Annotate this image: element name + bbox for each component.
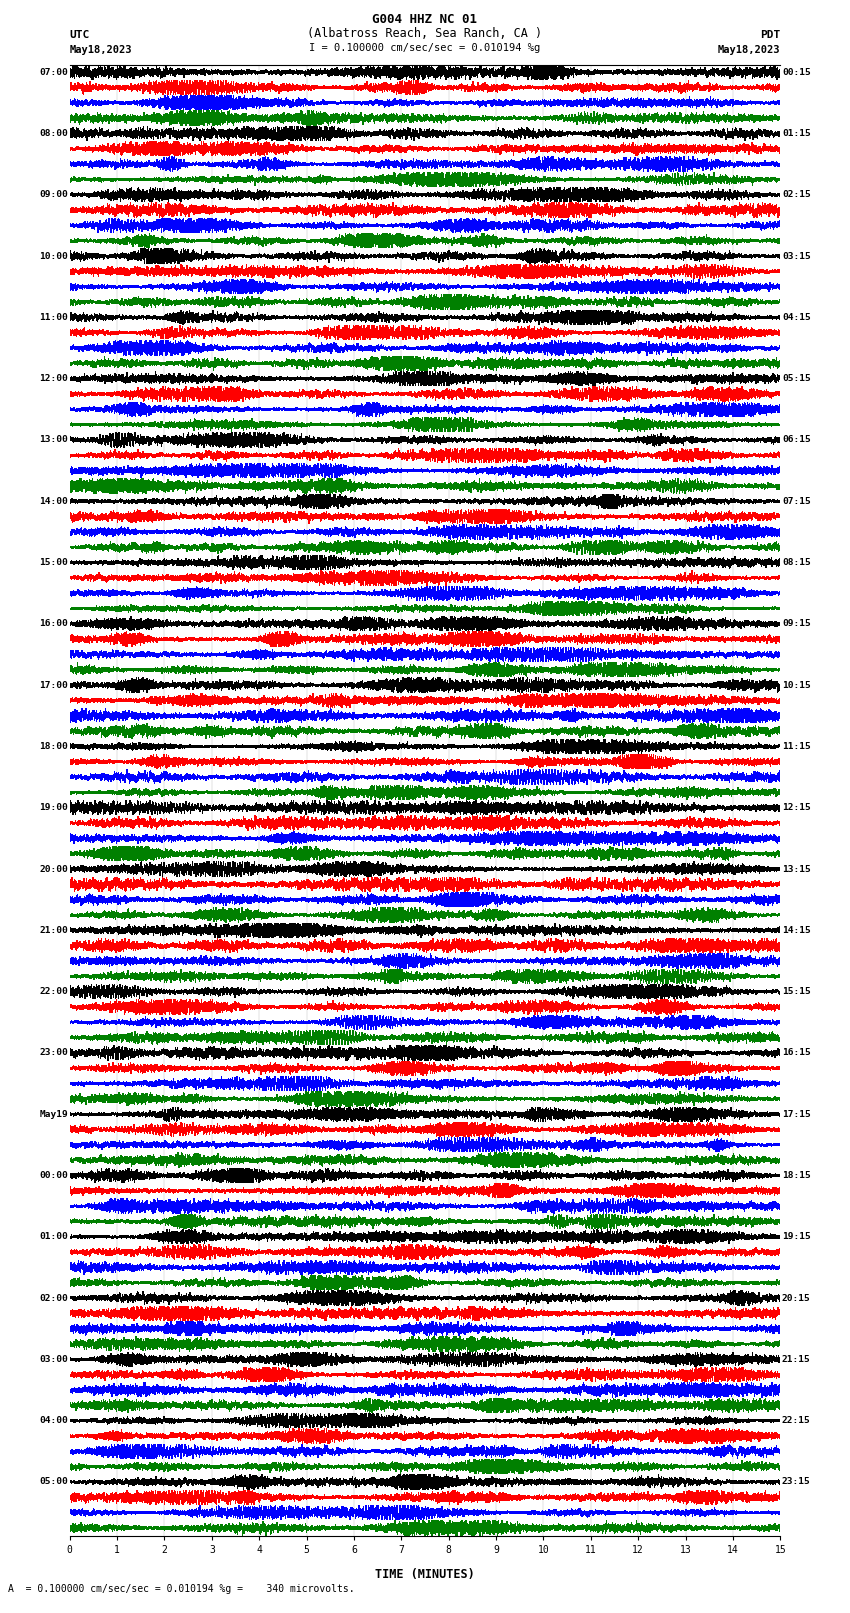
Text: 00:15: 00:15: [782, 68, 811, 77]
Text: 21:00: 21:00: [39, 926, 68, 936]
Text: 03:00: 03:00: [39, 1355, 68, 1365]
Text: 17:00: 17:00: [39, 681, 68, 690]
Text: 22:15: 22:15: [782, 1416, 811, 1426]
Text: 11:00: 11:00: [39, 313, 68, 323]
Text: 08:00: 08:00: [39, 129, 68, 139]
Text: 03:15: 03:15: [782, 252, 811, 261]
Text: 13:00: 13:00: [39, 436, 68, 445]
Text: 06:15: 06:15: [782, 436, 811, 445]
Text: 17:15: 17:15: [782, 1110, 811, 1119]
Text: 20:00: 20:00: [39, 865, 68, 874]
Text: 14:00: 14:00: [39, 497, 68, 506]
Text: 15:00: 15:00: [39, 558, 68, 568]
Text: 22:00: 22:00: [39, 987, 68, 997]
Text: 04:00: 04:00: [39, 1416, 68, 1426]
Text: 02:00: 02:00: [39, 1294, 68, 1303]
Text: May18,2023: May18,2023: [717, 45, 780, 55]
Text: 20:15: 20:15: [782, 1294, 811, 1303]
Text: 12:15: 12:15: [782, 803, 811, 813]
Text: 07:00: 07:00: [39, 68, 68, 77]
Text: 08:15: 08:15: [782, 558, 811, 568]
Text: 04:15: 04:15: [782, 313, 811, 323]
Text: I = 0.100000 cm/sec/sec = 0.010194 %g: I = 0.100000 cm/sec/sec = 0.010194 %g: [309, 44, 541, 53]
Text: 05:00: 05:00: [39, 1478, 68, 1487]
Text: 09:15: 09:15: [782, 619, 811, 629]
Text: 19:15: 19:15: [782, 1232, 811, 1242]
Text: 15:15: 15:15: [782, 987, 811, 997]
Text: 02:15: 02:15: [782, 190, 811, 200]
Text: 18:15: 18:15: [782, 1171, 811, 1181]
Text: TIME (MINUTES): TIME (MINUTES): [375, 1568, 475, 1581]
Text: 09:00: 09:00: [39, 190, 68, 200]
Text: 00:00: 00:00: [39, 1171, 68, 1181]
Text: PDT: PDT: [760, 31, 780, 40]
Text: 10:00: 10:00: [39, 252, 68, 261]
Text: 16:15: 16:15: [782, 1048, 811, 1058]
Text: 13:15: 13:15: [782, 865, 811, 874]
Text: (Albatross Reach, Sea Ranch, CA ): (Albatross Reach, Sea Ranch, CA ): [308, 27, 542, 40]
Text: 11:15: 11:15: [782, 742, 811, 752]
Text: May19: May19: [39, 1110, 68, 1119]
Text: A  = 0.100000 cm/sec/sec = 0.010194 %g =    340 microvolts.: A = 0.100000 cm/sec/sec = 0.010194 %g = …: [8, 1584, 355, 1594]
Text: 23:15: 23:15: [782, 1478, 811, 1487]
Text: 23:00: 23:00: [39, 1048, 68, 1058]
Text: 01:15: 01:15: [782, 129, 811, 139]
Text: 19:00: 19:00: [39, 803, 68, 813]
Text: UTC: UTC: [70, 31, 90, 40]
Text: 14:15: 14:15: [782, 926, 811, 936]
Text: 10:15: 10:15: [782, 681, 811, 690]
Text: 07:15: 07:15: [782, 497, 811, 506]
Text: 01:00: 01:00: [39, 1232, 68, 1242]
Text: 21:15: 21:15: [782, 1355, 811, 1365]
Text: 18:00: 18:00: [39, 742, 68, 752]
Text: May18,2023: May18,2023: [70, 45, 133, 55]
Text: 05:15: 05:15: [782, 374, 811, 384]
Text: 16:00: 16:00: [39, 619, 68, 629]
Text: G004 HHZ NC 01: G004 HHZ NC 01: [372, 13, 478, 26]
Text: 12:00: 12:00: [39, 374, 68, 384]
